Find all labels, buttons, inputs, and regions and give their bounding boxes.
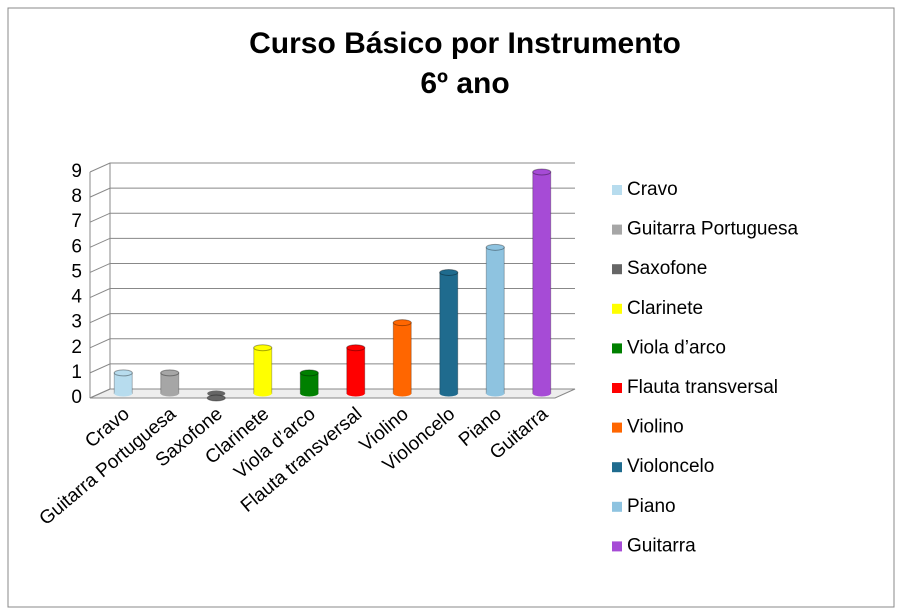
bar [392,322,412,394]
y-tick-label: 2 [71,337,82,358]
bar-base [253,390,272,397]
bar-base [486,390,505,397]
legend-swatch [612,343,622,354]
bar [485,246,505,394]
bar-base [207,390,226,397]
y-tick-label: 8 [71,186,82,207]
legend-swatch [612,422,622,433]
legend-label: Guitarra [627,535,696,556]
legend-swatch [612,383,622,393]
bar-base [439,390,458,397]
legend-label: Clarinete [627,298,703,319]
y-tick-label: 0 [71,387,82,408]
bar-top [160,369,180,377]
bar-top [392,319,412,327]
legend-swatch [612,462,622,473]
legend-swatch [612,303,622,314]
bar-top [485,243,505,251]
y-tick-label: 1 [71,362,82,383]
chart-subtitle: 6º ano [420,67,509,100]
bar-top [113,369,133,377]
legend-label: Violoncelo [627,456,714,477]
bar-base [300,390,319,397]
bar-top [346,344,366,352]
bar-base [532,390,551,397]
bar-top [206,394,226,402]
bar-top [532,168,552,176]
y-tick-label: 9 [71,161,82,182]
chart-title: Curso Básico por Instrumento [249,27,681,60]
legend-swatch [612,264,622,275]
bar-top [439,268,459,276]
legend-swatch [612,224,622,235]
legend-label: Viola d’arco [627,337,726,358]
bar [439,271,459,395]
bar-base [160,390,179,397]
legend-swatch [612,541,622,552]
legend-label: Violino [627,417,684,438]
legend-label: Cravo [627,179,678,200]
y-tick-label: 5 [71,261,82,282]
bar-top [299,369,319,377]
bar [532,171,552,394]
y-tick-label: 7 [71,211,82,232]
bar [253,347,273,394]
legend-label: Guitarra Portuguesa [627,219,799,240]
legend-label: Piano [627,496,676,517]
legend-swatch [612,501,622,512]
bar-base [346,390,365,397]
y-tick-label: 3 [71,312,82,333]
legend-label: Saxofone [627,258,707,279]
legend-label: Flauta transversal [627,377,778,398]
bar-top [253,344,273,352]
bar [346,347,366,394]
legend-swatch [612,185,622,195]
bar-base [393,390,412,397]
bar-base [114,390,133,397]
y-tick-label: 6 [71,236,82,257]
y-tick-label: 4 [71,287,82,308]
